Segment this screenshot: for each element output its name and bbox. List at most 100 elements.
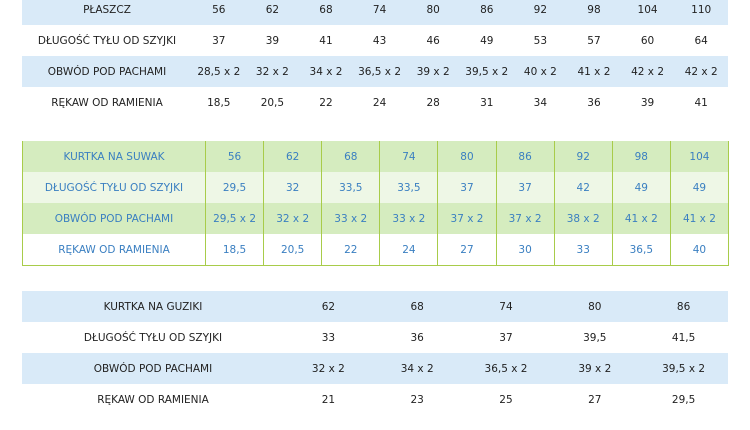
data-row: OBWÓD POD PACHAMI 32 x 2 34 x 2 36,5 x 2 39 … — [22, 353, 728, 384]
header-row: PŁASZCZ 56 62 68 74 80 86 92 98 104 110 — [22, 0, 728, 25]
cell: 56 — [192, 0, 246, 25]
cell: 28,5 x 2 — [192, 56, 246, 87]
row-label: OBWÓD POD PACHAMI — [22, 56, 192, 87]
cell: 62 — [284, 291, 373, 322]
cell: 27 — [588, 393, 602, 406]
data-row: RĘKAW OD RAMIENIA 18,5 20,5 22 24 27 30 33 36,5 4… — [22, 234, 729, 266]
size-table: KURTKA NA GUZIKI 62 68 74 80 86 DŁUGOŚĆ TYŁU O… — [22, 291, 728, 415]
cell: 21 — [321, 393, 336, 406]
row-label: OBWÓD POD PACHAMI — [22, 353, 284, 384]
cell: 62 — [245, 0, 300, 25]
cell: 80 — [550, 291, 640, 322]
cell: 33,5 — [379, 172, 439, 203]
cell: 36,5 x 2 — [352, 56, 407, 87]
cell: 34 x 2 — [372, 353, 462, 384]
cell: 68 — [299, 0, 353, 25]
cell: 20,5 — [263, 234, 323, 266]
size-table: PŁASZCZ 56 62 68 74 80 86 92 98 104 110 DŁUGOŚĆ TYŁ… — [22, 0, 728, 118]
cell: 43 — [372, 34, 387, 47]
cell: 34 — [533, 96, 548, 109]
cell: 42 x 2 — [620, 56, 675, 87]
cell: 18,5 — [204, 234, 265, 266]
cell: 39,5 x 2 — [459, 56, 514, 87]
cell: 37 — [437, 172, 497, 203]
cell: 98 — [567, 0, 621, 25]
cell: 18,5 — [207, 96, 231, 109]
cell: 80 — [406, 0, 460, 25]
cell: 34 x 2 — [299, 56, 353, 87]
cell: 24 — [379, 234, 439, 266]
cell: 37 x 2 — [437, 203, 497, 234]
cell: 38 x 2 — [553, 203, 613, 234]
data-row: RĘKAW OD RAMIENIA 18,5 20,5 22 24 28 31 34 36 39 4… — [22, 87, 728, 118]
cell: 86 — [495, 141, 555, 172]
header-row: KURTKA NA GUZIKI 62 68 74 80 86 — [22, 291, 728, 322]
cell: 36 — [587, 96, 601, 109]
cell: 62 — [263, 141, 323, 172]
cell: 86 — [639, 291, 728, 322]
cell: 20,5 — [260, 96, 285, 109]
cell: 29,5 x 2 — [204, 203, 265, 234]
cell: 39,5 x 2 — [639, 353, 728, 384]
cell: 46 — [426, 34, 440, 47]
data-row: RĘKAW OD RAMIENIA 21 23 25 27 29,5 — [22, 384, 728, 415]
cell: 64 — [694, 34, 708, 47]
cell: 49 — [669, 172, 729, 203]
cell: 86 — [459, 0, 514, 25]
cell: 32 x 2 — [245, 56, 300, 87]
cell: 22 — [321, 234, 381, 266]
cell: 56 — [204, 141, 265, 172]
row-label: DŁUGOŚĆ TYŁU OD SZYJKI — [83, 331, 223, 344]
row-label: RĘKAW OD RAMIENIA — [22, 234, 206, 266]
cell: 33,5 — [321, 172, 381, 203]
data-row: DŁUGOŚĆ TYŁU OD SZYJKI 29,5 32 33,5 33,5 37 37… — [22, 172, 729, 203]
cell: 33 — [321, 331, 336, 344]
cell: 104 — [620, 0, 675, 25]
cell: 42 x 2 — [674, 56, 728, 87]
cell: 39 — [640, 96, 655, 109]
cell: 39 — [265, 34, 280, 47]
cell: 33 x 2 — [321, 203, 381, 234]
cell: 31 — [480, 96, 494, 109]
cell: 24 — [372, 96, 387, 109]
cell: 74 — [461, 291, 551, 322]
cell: 30 — [495, 234, 555, 266]
cell: 60 — [640, 34, 655, 47]
row-label: KURTKA NA GUZIKI — [22, 291, 284, 322]
cell: 68 — [372, 291, 462, 322]
cell: 37 — [212, 34, 226, 47]
cell: 37 x 2 — [495, 203, 555, 234]
size-table: KURTKA NA SUWAK 56 62 68 74 80 86 92 98 104 DŁUGOŚ… — [22, 141, 729, 266]
cell: 42 — [553, 172, 613, 203]
cell: 29,5 — [204, 172, 265, 203]
cell: 36,5 x 2 — [461, 353, 551, 384]
row-label: DŁUGOŚĆ TYŁU OD SZYJKI — [22, 172, 206, 203]
cell: 57 — [587, 34, 601, 47]
cell: 110 — [674, 0, 728, 25]
cell: 104 — [669, 141, 729, 172]
cell: 98 — [611, 141, 671, 172]
data-row: OBWÓD POD PACHAMI 28,5 x 2 32 x 2 34 x 2 36,… — [22, 56, 728, 87]
cell: 53 — [533, 34, 548, 47]
cell: 23 — [410, 393, 424, 406]
cell: 37 — [499, 331, 513, 344]
cell: 36 — [410, 331, 424, 344]
header-row: KURTKA NA SUWAK 56 62 68 74 80 86 92 98 104 — [22, 141, 729, 172]
row-label: KURTKA NA SUWAK — [22, 141, 206, 172]
cell: 25 — [499, 393, 513, 406]
cell: 39 x 2 — [550, 353, 640, 384]
cell: 33 x 2 — [379, 203, 439, 234]
cell: 92 — [513, 0, 568, 25]
cell: 80 — [437, 141, 497, 172]
cell: 22 — [319, 96, 333, 109]
cell: 33 — [553, 234, 613, 266]
cell: 41 x 2 — [567, 56, 621, 87]
cell: 32 x 2 — [263, 203, 323, 234]
row-label: RĘKAW OD RAMIENIA — [97, 393, 209, 406]
row-label: OBWÓD POD PACHAMI — [22, 203, 206, 234]
cell: 39,5 — [583, 331, 607, 344]
cell: 41,5 — [671, 331, 696, 344]
data-row: DŁUGOŚĆ TYŁU OD SZYJKI 33 36 37 39,5 41,5 — [22, 322, 728, 353]
cell: 68 — [321, 141, 381, 172]
